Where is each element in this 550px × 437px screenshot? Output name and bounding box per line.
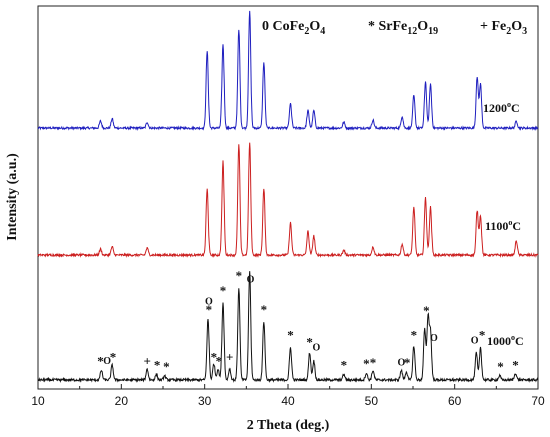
x-axis-label: 2 Theta (deg.) [247,418,330,433]
x-tick-label-1: 20 [115,394,129,408]
legend-entry-2: + Fe2O3 [480,19,527,37]
peak-annotation-0: * [97,353,104,368]
peak-annotation-28: * [497,359,504,374]
series-label-1: 1100oC [485,218,521,233]
x-axis: 10 20 30 40 50 60 70 [31,384,545,408]
peak-annotation-15: * [287,328,294,343]
peak-annotation-19: * [363,356,370,371]
peak-annotation-6: * [206,302,213,317]
peak-annotation-3: + [143,353,150,368]
series-line-2 [37,271,539,384]
peak-annotation-13: O [247,275,255,286]
peak-annotation-4: * [154,358,161,373]
peak-annotation-9: * [216,353,223,368]
series-label-2: 1000oC [487,333,524,348]
peak-annotation-22: * [404,355,411,370]
series-line-0 [37,10,539,132]
peak-annotation-5: * [163,359,170,374]
peak-annotation-27: * [479,328,486,343]
peak-annotation-10: + [226,349,233,364]
peak-annotation-8: * [211,349,218,364]
x-tick-label-6: 70 [531,394,545,408]
peak-annotation-11: * [220,283,227,298]
peak-annotation-23: * [411,328,418,343]
x-tick-label-0: 10 [31,394,45,408]
series-line-1 [37,142,539,258]
x-tick-label-3: 40 [281,394,295,408]
x-tick-label-2: 30 [198,394,212,408]
peak-annotation-29: * [512,358,519,373]
peak-annotation-18: * [341,358,348,373]
peak-annotation-16: * [306,334,313,349]
peak-annotation-24: * [423,303,430,318]
peak-annotation-1: O [103,356,111,367]
legend-entry-1: * SrFe12O19 [368,19,438,37]
peak-annotation-14: * [261,302,268,317]
peak-annotation-21: O [397,357,405,368]
legend-entry-0: 0 CoFe2O4 [262,19,325,37]
phase-legend: 0 CoFe2O4 * SrFe12O19 + Fe2O3 [262,19,527,37]
peak-annotation-12: * [236,268,243,283]
peak-annotation-2: * [110,349,117,364]
peak-annotation-26: O [471,336,479,347]
series-labels: 1200oC 1100oC 1000oC [483,100,524,348]
peak-annotation-7: O [205,296,213,307]
x-tick-label-4: 50 [365,394,379,408]
series-layer [37,10,539,384]
y-axis-label: Intensity (a.u.) [5,153,20,241]
series-label-0: 1200oC [483,100,520,115]
peak-annotation-17: O [312,343,320,354]
x-tick-label-5: 60 [448,394,462,408]
peak-annotation-20: * [370,355,377,370]
peak-annotation-25: O [430,333,438,344]
peak-annotations: * O* + * **O** +** O** * O* * * O***O O ** * [97,268,519,374]
